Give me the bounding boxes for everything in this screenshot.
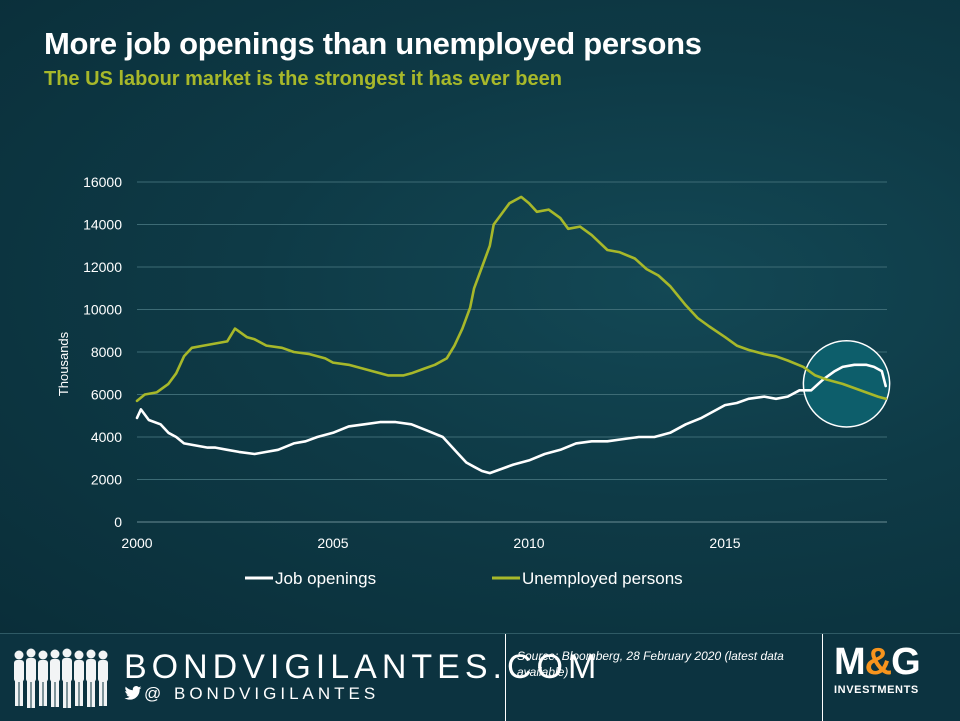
- footer-divider: [505, 634, 506, 721]
- background: [0, 0, 960, 633]
- twitter-bird-icon: [124, 686, 142, 700]
- mg-investments-logo: M&G INVESTMENTS: [834, 642, 950, 714]
- x-tick-label: 2015: [709, 535, 740, 551]
- x-tick-label: 2000: [121, 535, 152, 551]
- logo-letter-m: M: [834, 641, 866, 683]
- chart-subtitle: The US labour market is the strongest it…: [44, 68, 562, 90]
- people-silhouettes-icon: [14, 648, 108, 708]
- y-tick-label: 2000: [91, 472, 122, 488]
- legend-label: Job openings: [275, 569, 376, 588]
- y-axis-label: Thousands: [56, 331, 71, 396]
- logo-mark: M&G: [834, 642, 950, 682]
- series-line-unemployed-persons: [135, 195, 887, 403]
- x-tick-label: 2010: [513, 535, 544, 551]
- chart-title: More job openings than unemployed person…: [44, 26, 702, 61]
- source-note: Source: Bloomberg, 28 February 2020 (lat…: [517, 649, 784, 679]
- twitter-handle[interactable]: @ BONDVIGILANTES: [124, 684, 379, 704]
- legend-label: Unemployed persons: [522, 569, 683, 588]
- logo-ampersand: &: [864, 641, 892, 683]
- highlight-circle: [802, 340, 891, 428]
- footer: BONDVIGILANTES.COM @ BONDVIGILANTES Sour…: [0, 633, 960, 721]
- y-tick-label: 10000: [83, 302, 122, 318]
- footer-divider: [822, 634, 823, 721]
- brand-name[interactable]: BONDVIGILANTES.COM: [124, 648, 602, 686]
- series-line-job-openings: [135, 363, 887, 475]
- logo-letter-g: G: [891, 641, 921, 683]
- y-tick-label: 0: [114, 514, 122, 530]
- line-chart: 0 2000 4000 6000 8000 10000 12000 14000 16000 200…: [56, 174, 891, 588]
- y-tick-label: 14000: [83, 217, 122, 233]
- twitter-handle-text: @ BONDVIGILANTES: [144, 684, 380, 703]
- x-tick-label: 2005: [317, 535, 348, 551]
- y-tick-label: 4000: [91, 429, 122, 445]
- y-tick-label: 8000: [91, 344, 122, 360]
- y-tick-label: 16000: [83, 174, 122, 190]
- logo-subtitle: INVESTMENTS: [834, 684, 919, 696]
- y-tick-label: 12000: [83, 259, 122, 275]
- y-tick-label: 6000: [91, 387, 122, 403]
